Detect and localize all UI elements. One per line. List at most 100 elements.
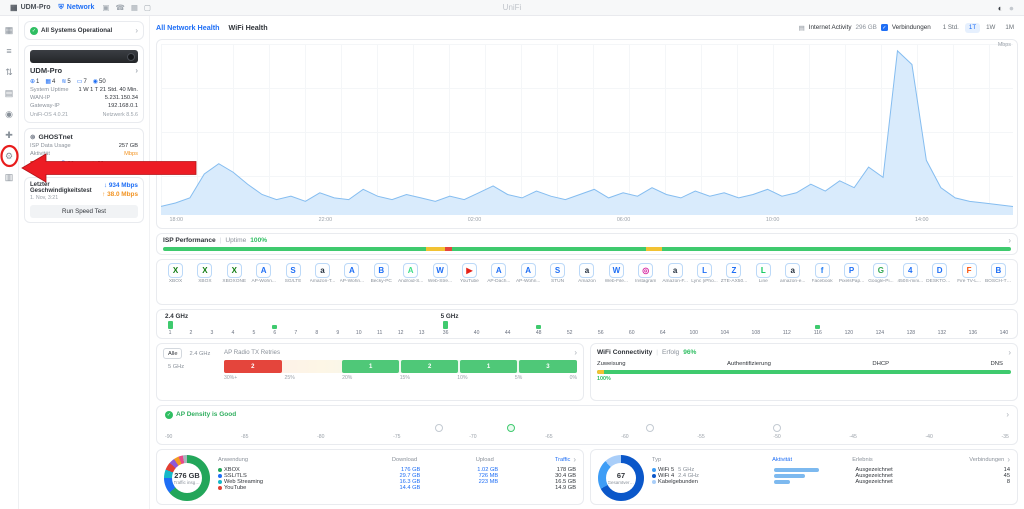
channel[interactable]: 140 <box>999 329 1009 336</box>
chevron-right-icon[interactable]: › <box>1006 410 1009 419</box>
channel[interactable]: 108 <box>751 329 761 336</box>
client-device[interactable]: W Web-Stre... <box>427 263 454 301</box>
channel[interactable]: 56 <box>596 329 606 336</box>
client-device[interactable]: A AP-Dach... <box>485 263 512 301</box>
rail-icon[interactable]: ⚙ <box>4 150 14 161</box>
channel[interactable]: 2 <box>186 329 196 336</box>
rail-icon[interactable]: ▤ <box>4 87 14 98</box>
isp-card[interactable]: ⊚ GHOSTnet ISP Data Usage 257 GB Aktivitä… <box>24 128 144 172</box>
channel[interactable]: 52 <box>565 329 575 336</box>
client-device[interactable]: A AP-Wohn... <box>250 263 277 301</box>
client-device[interactable]: f Facebook <box>809 263 836 301</box>
connection-type-row[interactable]: WiFi 4 2.4 GHz Ausgezeichnet 45 <box>652 473 1010 479</box>
ap-density-marker[interactable] <box>435 424 444 432</box>
rail-icon[interactable]: ✚ <box>5 129 13 140</box>
channel[interactable]: 100 <box>689 329 699 336</box>
ap-density-marker[interactable] <box>507 424 516 432</box>
channel[interactable]: 104 <box>720 329 730 336</box>
rail-icon[interactable]: ◉ <box>5 108 13 119</box>
app-icon[interactable]: ☎ <box>115 3 125 12</box>
traffic-table-row[interactable]: Web Streaming 16.3 GB 223 MB 16.5 GB <box>218 479 576 485</box>
client-device[interactable]: D DESKTOP-... <box>926 263 953 301</box>
client-device[interactable]: a Amazon <box>573 263 600 301</box>
app-icon[interactable]: ▢ <box>143 3 152 12</box>
client-device[interactable]: 4 450S-mini... <box>897 263 924 301</box>
ap-density-marker[interactable] <box>646 424 655 432</box>
ap-density-marker[interactable] <box>772 424 781 432</box>
channel[interactable]: 116 <box>813 325 823 336</box>
client-device[interactable]: ◎ Instagram <box>632 263 659 301</box>
time-range-button[interactable]: 1W <box>986 24 996 31</box>
traffic-link[interactable]: Traffic <box>554 456 571 463</box>
gateway-card[interactable]: UDM-Pro › ⊕ 1 ▦ 4 ≋ 5 <box>24 45 144 123</box>
app-icon[interactable]: ▣ <box>102 3 110 12</box>
channel[interactable]: 40 <box>472 329 482 336</box>
channel[interactable]: 7 <box>291 329 301 336</box>
client-device[interactable]: a Amazon-T... <box>309 263 336 301</box>
client-device[interactable]: ▶ YouTube <box>456 263 483 301</box>
channel[interactable]: 64 <box>658 329 668 336</box>
channel[interactable]: 36 <box>441 321 451 336</box>
channel[interactable]: 4 <box>228 329 238 336</box>
rail-icon[interactable]: ▦ <box>4 24 14 35</box>
channel[interactable]: 112 <box>782 329 792 336</box>
channel[interactable]: 48 <box>534 325 544 336</box>
traffic-table-row[interactable]: XBOX 176 GB 1.02 GB 178 GB <box>218 467 576 473</box>
channel[interactable]: 10 <box>354 329 364 336</box>
client-device[interactable]: F Fire TV-L... <box>956 263 983 301</box>
client-device[interactable]: W Web-File... <box>603 263 630 301</box>
client-device[interactable]: G Google-Pi... <box>867 263 894 301</box>
channel[interactable]: 136 <box>968 329 978 336</box>
chevron-right-icon[interactable]: › <box>1007 455 1010 464</box>
client-device[interactable]: L Lync (iPho... <box>691 263 718 301</box>
time-range-button[interactable]: 1T <box>964 22 981 33</box>
channel[interactable]: 9 <box>333 329 343 336</box>
rail-icon[interactable]: ▥ <box>4 171 14 182</box>
channel[interactable]: 13 <box>417 329 427 336</box>
site-switcher[interactable]: ▦ UDM-Pro <box>10 3 51 12</box>
traffic-table-row[interactable]: SSL/TLS 29.7 GB 726 MB 30.4 GB <box>218 473 576 479</box>
channel[interactable]: 60 <box>627 329 637 336</box>
channel[interactable]: 6 <box>270 325 280 336</box>
chevron-right-icon[interactable]: › <box>1008 348 1011 357</box>
channel[interactable]: 5 <box>249 329 259 336</box>
chevron-right-icon[interactable]: › <box>574 348 577 357</box>
chevron-right-icon[interactable]: › <box>573 455 576 464</box>
client-device[interactable]: B Becky-PC <box>368 263 395 301</box>
tab-wifi-health[interactable]: WiFi Health <box>228 23 268 32</box>
channel[interactable]: 132 <box>937 329 947 336</box>
app-icon[interactable]: ▦ <box>130 3 138 12</box>
client-device[interactable]: a Amazon-F... <box>662 263 689 301</box>
channel[interactable]: 12 <box>396 329 406 336</box>
run-speed-test-button[interactable]: Run Speed Test <box>30 205 138 218</box>
client-device[interactable]: a amazon-e... <box>779 263 806 301</box>
client-device[interactable]: X XBOX <box>162 263 189 301</box>
channel[interactable]: 8 <box>312 329 322 336</box>
client-device[interactable]: Z ZTE-AX50... <box>720 263 747 301</box>
band-filter-pill[interactable]: Alle <box>163 348 183 359</box>
client-device[interactable]: B BOSCH-TV... <box>985 263 1012 301</box>
rail-icon[interactable]: ≡ <box>6 46 12 56</box>
rail-icon[interactable]: ⇅ <box>5 66 13 77</box>
channel[interactable]: 11 <box>375 329 385 336</box>
system-status-card[interactable]: ✓ All Systems Operational › <box>24 21 144 40</box>
band-filter-pill[interactable]: 2.4 GHz <box>189 350 211 357</box>
client-device[interactable]: A AP-Wohn... <box>338 263 365 301</box>
theme-toggle-icon[interactable]: ◐ <box>997 2 1003 13</box>
connection-type-row[interactable]: Kabelgebunden Ausgezeichnet 8 <box>652 479 1010 485</box>
tab-all-network-health[interactable]: All Network Health <box>156 23 220 32</box>
client-device[interactable]: L Line <box>750 263 777 301</box>
time-range-button[interactable]: 1M <box>1005 24 1014 31</box>
client-device[interactable]: S SG/LTE <box>280 263 307 301</box>
client-device[interactable]: X XBOXONE <box>221 263 248 301</box>
client-device[interactable]: P PixelsPap... <box>838 263 865 301</box>
channel[interactable]: 3 <box>207 329 217 336</box>
channel[interactable]: 44 <box>503 329 513 336</box>
tab-network-app[interactable]: ⛨ Network <box>58 3 95 12</box>
connections-checkbox[interactable]: ✓ <box>880 24 888 31</box>
account-icon[interactable]: ● <box>1008 2 1014 13</box>
chevron-right-icon[interactable]: › <box>1008 236 1011 245</box>
band-filter-pill[interactable]: 5 GHz <box>168 363 185 370</box>
client-device[interactable]: A Android-S... <box>397 263 424 301</box>
